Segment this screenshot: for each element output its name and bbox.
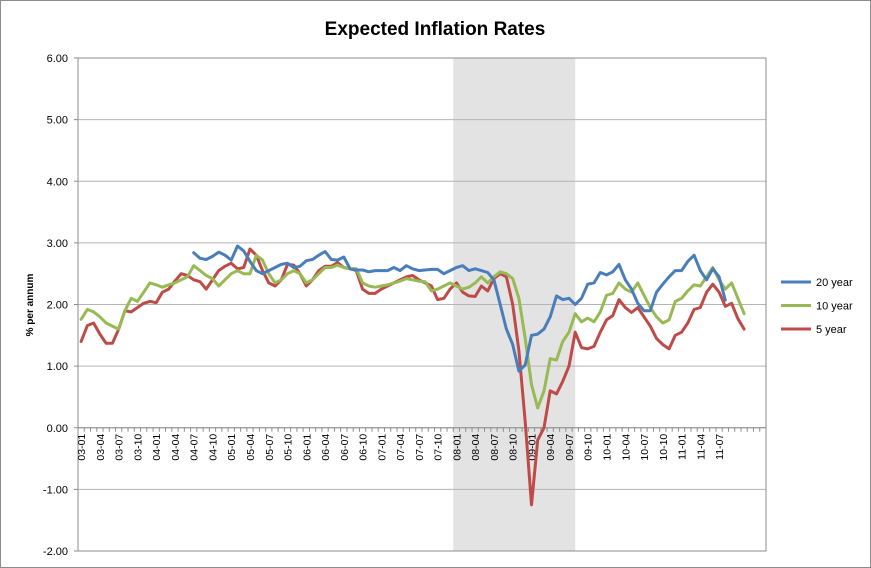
x-tick-label: 04-10 [207,434,219,461]
x-tick-label: 04-07 [189,434,201,461]
y-tick-label: 3.00 [47,238,68,250]
x-tick-label: 08-01 [451,434,463,461]
x-tick-label: 03-07 [114,434,126,461]
x-tick-label: 10-04 [620,434,632,461]
x-tick-label: 07-01 [376,434,388,461]
series-line-5-year [79,247,746,507]
x-tick-label: 06-01 [301,434,313,461]
x-tick-label: 06-07 [339,434,351,461]
x-tick-label: 06-04 [320,434,332,461]
x-tick-label: 03-10 [132,434,144,461]
x-tick-label: 10-01 [602,434,614,461]
x-tick-label: 07-10 [433,434,445,461]
x-tick-label: 09-07 [564,434,576,461]
x-tick-label: 05-10 [283,434,295,461]
series-line-20-year [192,244,727,373]
y-tick-label: 0.00 [47,423,68,435]
x-tick-label: 09-10 [583,434,595,461]
chart-title: Expected Inflation Rates [325,19,546,40]
y-tick-label: 1.00 [47,361,68,373]
y-tick-label: 6.00 [47,53,68,65]
x-tick-label: 05-07 [264,434,276,461]
x-tick-label: 11-01 [677,434,689,460]
x-tick-label: 08-07 [489,434,501,461]
x-tick-label: 06-10 [358,434,370,461]
x-tick-label: 07-07 [414,434,426,461]
x-tick-label: 09-04 [545,434,557,461]
x-tick-label: 04-01 [151,434,163,461]
x-tick-label: 03-04 [95,434,107,461]
series-line-10-year [79,253,746,410]
x-tick-label: 08-04 [470,434,482,461]
x-tick-label: 10-10 [658,434,670,461]
x-tick-label: 11-07 [714,434,726,460]
x-tick-label: 10-07 [639,434,651,461]
x-tick-label: 05-01 [226,434,238,461]
legend-label: 20 year [816,277,853,289]
x-tick-label: 03-01 [76,434,88,461]
x-tick-label: 07-04 [395,434,407,461]
y-axis-label: % per annum [25,274,36,337]
legend-label: 10 year [816,301,853,313]
x-tick-label: 11-04 [695,434,707,460]
y-tick-label: -2.00 [43,546,68,558]
legend-label: 5 year [816,324,847,336]
x-tick-label: 08-10 [508,434,520,461]
y-tick-label: 2.00 [47,300,68,312]
y-tick-label: 5.00 [47,115,68,127]
x-tick-label: 05-04 [245,434,257,461]
x-tick-label: 04-04 [170,434,182,461]
y-tick-label: -1.00 [43,484,68,496]
y-tick-label: 4.00 [47,176,68,188]
